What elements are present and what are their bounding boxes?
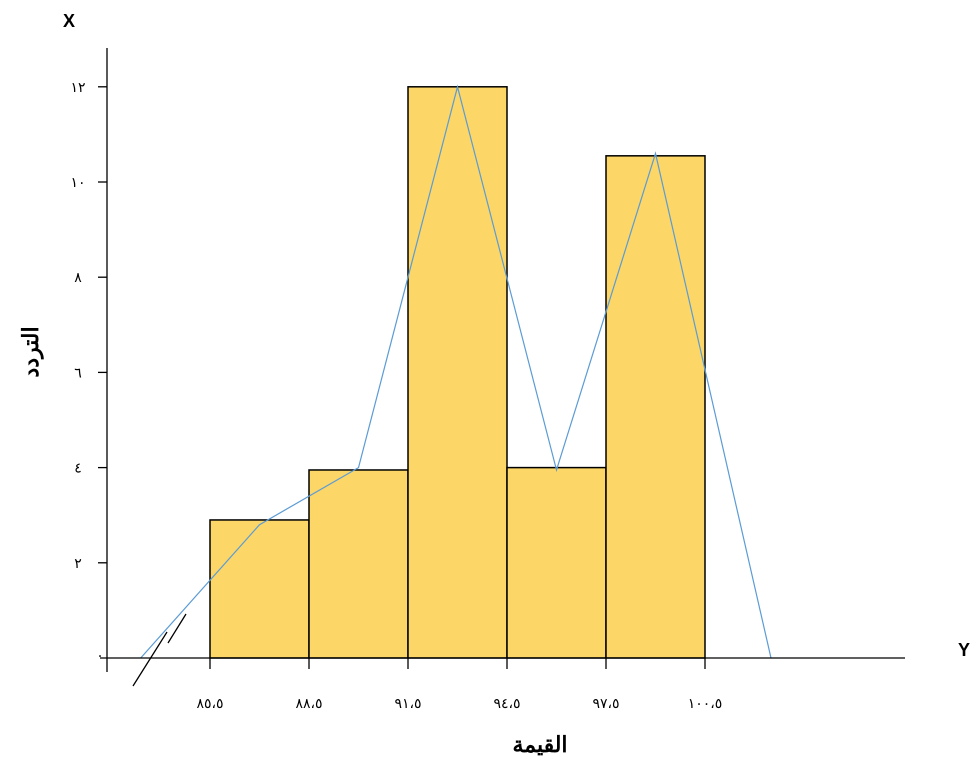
x-ticks: ٨٥،٥ ٨٨،٥ ٩١،٥ ٩٤،٥ ٩٧،٥ ١٠٠،٥ <box>196 658 722 712</box>
y-tick-label-zero: ٠ <box>96 648 104 664</box>
frequency-polygon-layer <box>140 84 772 659</box>
y-tick-label: ٦ <box>74 365 82 381</box>
axes-layer <box>100 48 905 672</box>
histogram-bar <box>209 519 310 659</box>
histogram-bar <box>308 469 409 659</box>
x-tick-label: ٨٥،٥ <box>196 696 223 712</box>
bars-layer <box>209 86 706 659</box>
x-tick-label: ٩٧،٥ <box>592 696 619 712</box>
y-ticks: ٢ ٤ ٦ ٨ ١٠ ١٢ <box>70 80 107 572</box>
histogram-bar <box>605 155 706 659</box>
x-tick-label: ١٠٠،٥ <box>688 696 723 712</box>
y-tick-label: ١٠ <box>70 175 85 191</box>
axis-break-marker <box>132 613 187 687</box>
histogram-bar <box>506 466 607 659</box>
y-axis-title: التردد <box>18 326 44 377</box>
y-tick-label: ٤ <box>74 461 82 477</box>
y-tick-label: ٢ <box>74 556 82 572</box>
y-axis-letter: X <box>63 11 75 31</box>
x-axis-title: القيمة <box>512 732 567 758</box>
x-axis-letter: Y <box>958 640 970 660</box>
frequency-polygon-line <box>140 84 772 659</box>
y-tick-label: ٨ <box>74 270 82 286</box>
x-tick-label: ٩٤،٥ <box>493 696 520 712</box>
histogram-bar <box>407 86 508 659</box>
x-tick-label: ٩١،٥ <box>394 696 421 712</box>
y-tick-label: ١٢ <box>70 80 85 96</box>
axis-break-slash <box>167 613 187 644</box>
x-tick-label: ٨٨،٥ <box>295 696 322 712</box>
axis-break-slash <box>132 631 168 687</box>
